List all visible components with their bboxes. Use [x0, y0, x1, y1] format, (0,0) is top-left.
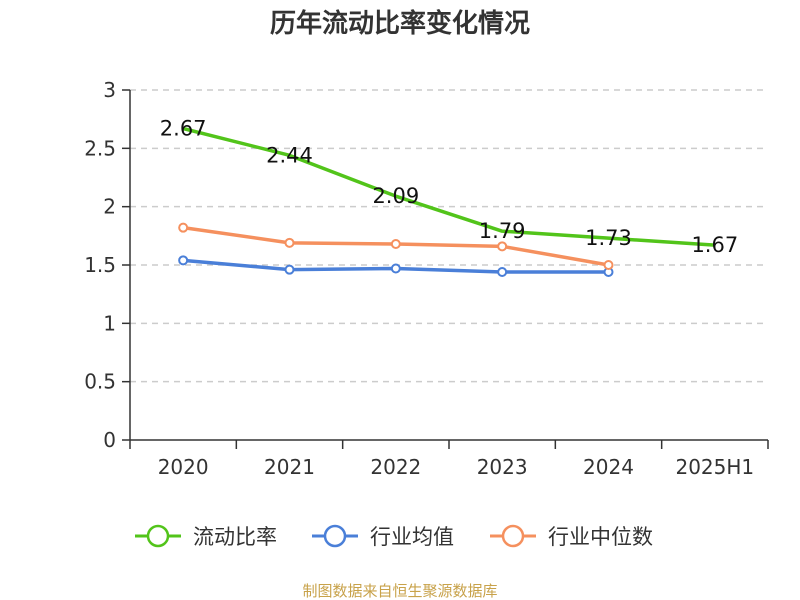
legend-label: 流动比率 — [193, 525, 277, 549]
x-tick-label: 2022 — [370, 455, 421, 479]
x-tick-label: 2020 — [158, 455, 209, 479]
series-line — [182, 126, 715, 247]
data-label: 2.67 — [160, 117, 207, 141]
y-tick-label: 2.5 — [84, 136, 116, 160]
grid-lines — [130, 89, 768, 383]
legend-label: 行业中位数 — [548, 525, 653, 549]
y-tick-label: 0.5 — [84, 370, 116, 394]
data-point — [284, 237, 295, 248]
data-point — [178, 222, 189, 233]
series-group: 2.67 2.44 2.09 1.79 1.73 1.67 — [160, 117, 738, 277]
legend-swatch-marker — [323, 524, 347, 548]
data-point — [390, 239, 401, 249]
chart-title: 历年流动比率变化情况 — [270, 8, 530, 39]
x-tick-label: 2021 — [264, 455, 315, 479]
data-label: 2.09 — [372, 184, 419, 208]
data-point — [497, 241, 508, 252]
axes: 0 0.5 1 1.5 2 2.5 3 2020 2021 2022 2023 2024 2025H1 — [84, 78, 769, 479]
y-tick-label: 0 — [103, 428, 116, 452]
data-point — [284, 264, 295, 275]
y-tick-label: 3 — [103, 78, 116, 102]
legend: 流动比率 行业均值 行业中位数 — [135, 524, 653, 549]
data-label: 1.73 — [585, 226, 632, 250]
data-label: 1.67 — [691, 233, 738, 257]
y-tick-label: 1.5 — [84, 253, 116, 277]
data-point — [497, 267, 508, 277]
legend-swatch-marker — [146, 524, 170, 548]
legend-swatch-marker — [501, 524, 525, 548]
data-point — [178, 255, 189, 266]
data-label: 2.44 — [266, 143, 313, 167]
data-point — [603, 260, 614, 270]
x-tick-label: 2025H1 — [675, 455, 754, 479]
y-tick-label: 1 — [103, 311, 116, 335]
x-tick-label: 2023 — [477, 455, 528, 479]
x-tick-label: 2024 — [583, 455, 634, 479]
y-tick-label: 2 — [103, 195, 116, 219]
data-point — [390, 263, 401, 274]
legend-label: 行业均值 — [370, 525, 454, 549]
data-label: 1.79 — [479, 219, 526, 243]
source-note: 制图数据来自恒生聚源数据库 — [302, 582, 497, 600]
